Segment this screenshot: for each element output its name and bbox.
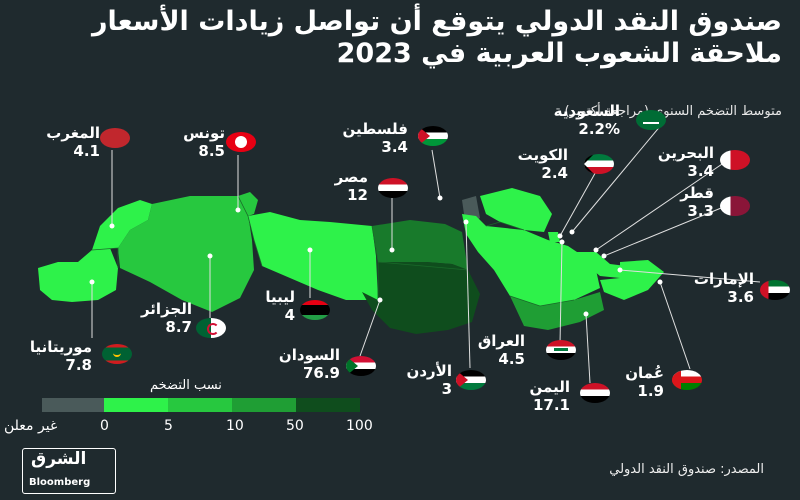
libya-flag bbox=[300, 300, 330, 320]
label-jordan: الأردن 3 bbox=[406, 362, 452, 398]
label-saudi: السعودية 2.2% bbox=[553, 102, 620, 138]
egypt-flag bbox=[378, 178, 408, 198]
legend-tick: 10 bbox=[226, 418, 244, 434]
region-gulf-states bbox=[576, 252, 626, 278]
legend-tick: 0 bbox=[100, 418, 109, 434]
label-mauritania: موريتانيا 7.8 bbox=[29, 338, 92, 374]
legend-swatch-10-50 bbox=[232, 398, 296, 412]
label-uae: الإمارات 3.6 bbox=[693, 270, 754, 306]
region-sudan bbox=[362, 262, 480, 334]
uae-flag bbox=[760, 280, 790, 300]
asharq-bloomberg-logo: الشرق Bloomberg bbox=[22, 448, 116, 494]
region-oman bbox=[600, 260, 664, 300]
mauritania-flag bbox=[102, 344, 132, 364]
border-lines bbox=[91, 195, 575, 307]
iraq-flag bbox=[546, 340, 576, 360]
oman-flag bbox=[672, 370, 702, 390]
label-algeria: الجزائر 8.7 bbox=[140, 300, 192, 336]
label-oman: عُمان 1.9 bbox=[625, 364, 664, 400]
qatar-flag bbox=[720, 196, 750, 216]
region-algeria bbox=[118, 196, 254, 312]
label-kuwait: الكويت 2.4 bbox=[517, 146, 568, 182]
label-libya: ليبيا 4 bbox=[265, 288, 295, 324]
legend-swatch-0-5 bbox=[104, 398, 168, 412]
morocco-flag bbox=[100, 128, 130, 148]
legend-swatch-5-10 bbox=[168, 398, 232, 412]
logo-english: Bloomberg bbox=[29, 477, 91, 488]
region-tunisia bbox=[238, 192, 258, 216]
palestine-flag bbox=[418, 126, 448, 146]
legend-swatch-50-100 bbox=[296, 398, 360, 412]
sudan-flag bbox=[346, 356, 376, 376]
label-morocco: المغرب 4.1 bbox=[46, 124, 100, 160]
kuwait-flag bbox=[584, 154, 614, 174]
algeria-flag bbox=[196, 318, 226, 338]
region-egypt bbox=[372, 220, 468, 270]
location-dots bbox=[89, 195, 663, 317]
label-bahrain: البحرين 3.4 bbox=[657, 144, 714, 180]
legend-tick: 50 bbox=[286, 418, 304, 434]
map-subtitle: متوسط التضخم السنوي (مراجعة أكتوبر) bbox=[564, 104, 782, 119]
label-sudan: السودان 76.9 bbox=[278, 346, 340, 382]
region-morocco bbox=[92, 200, 152, 250]
region-mauritania bbox=[38, 248, 118, 302]
saudi-flag bbox=[636, 110, 666, 130]
logo-arabic: الشرق bbox=[31, 449, 87, 469]
yemen-flag bbox=[580, 383, 610, 403]
region-kuwait bbox=[548, 232, 560, 242]
tunisia-flag bbox=[226, 132, 256, 152]
legend-bar bbox=[42, 398, 360, 412]
leader-lines bbox=[91, 123, 761, 384]
region-saudi bbox=[466, 226, 600, 306]
label-iraq: العراق 4.5 bbox=[477, 332, 525, 368]
legend-title: نسب التضخم bbox=[150, 378, 222, 393]
label-tunisia: تونس 8.5 bbox=[183, 124, 225, 160]
jordan-flag bbox=[456, 370, 486, 390]
bahrain-flag bbox=[720, 150, 750, 170]
label-egypt: مصر 12 bbox=[334, 168, 368, 204]
legend-not-reported: غير معلن bbox=[4, 418, 58, 434]
map-title: صندوق النقد الدولي يتوقع أن تواصل زيادات… bbox=[91, 6, 782, 69]
legend-tick: 5 bbox=[164, 418, 173, 434]
label-qatar: قطر 3.3 bbox=[680, 184, 714, 220]
label-yemen: اليمن 17.1 bbox=[529, 378, 570, 414]
region-iraq bbox=[480, 188, 552, 232]
region-libya bbox=[248, 212, 378, 300]
legend-tick: 100 bbox=[346, 418, 373, 434]
label-palestine: فلسطين 3.4 bbox=[342, 120, 408, 156]
region-yemen bbox=[510, 292, 604, 330]
source-note: المصدر: صندوق النقد الدولي bbox=[609, 462, 764, 477]
legend-swatch-na bbox=[42, 398, 104, 412]
